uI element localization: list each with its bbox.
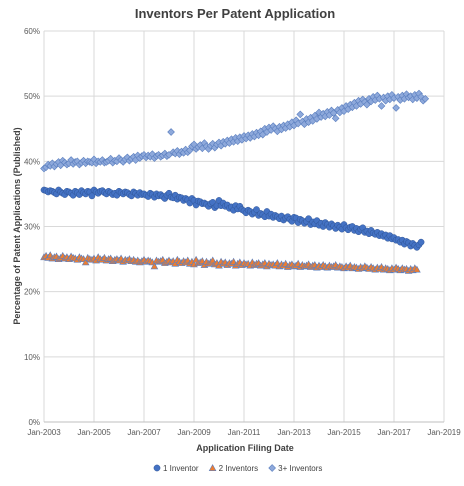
y-tick-label: 0% (28, 418, 40, 427)
data-point (329, 109, 338, 117)
x-tick-label: Jan-2019 (427, 428, 461, 437)
legend-marker (153, 464, 161, 472)
x-tick-label: Jan-2003 (27, 428, 61, 437)
legend-marker (268, 464, 276, 472)
x-axis-title: Application Filing Date (196, 443, 294, 453)
data-point (421, 94, 430, 103)
legend-item: 2 Inventors (208, 464, 259, 473)
data-point (88, 192, 96, 200)
y-tick-label: 40% (24, 157, 40, 166)
legend-marker (208, 464, 217, 471)
legend-item: 3+ Inventors (268, 464, 322, 473)
x-tick-label: Jan-2011 (228, 428, 261, 437)
data-point (167, 128, 175, 136)
y-tick-label: 30% (24, 223, 40, 232)
y-tick-label: 60% (24, 27, 40, 36)
y-axis-title: Percentage of Patent Applications (Publi… (12, 127, 22, 324)
legend-label: 2 Inventors (219, 464, 259, 473)
x-tick-label: Jan-2013 (277, 428, 311, 437)
series-1-inventor (40, 186, 425, 251)
data-point (363, 100, 371, 109)
x-tick-label: Jan-2009 (177, 428, 211, 437)
y-tick-label: 50% (24, 92, 40, 101)
x-tick-label: Jan-2005 (77, 428, 111, 437)
x-tick-label: Jan-2017 (377, 428, 411, 437)
data-point (150, 262, 159, 270)
series-2-inventors (40, 251, 421, 274)
x-tick-label: Jan-2015 (327, 428, 361, 437)
series-3-inventors (40, 89, 430, 173)
legend-label: 3+ Inventors (278, 464, 322, 473)
data-point (377, 102, 386, 110)
tick-labels: 0% 10% 20% 30% 40% 50% 60% Jan-2003 Jan-2005 Jan-… (24, 27, 461, 437)
data-point (392, 104, 400, 112)
data-point (413, 265, 421, 273)
y-tick-label: 10% (24, 353, 40, 362)
legend: 1 Inventor 2 Inventors 3+ Inventors (153, 464, 322, 473)
grid (43, 30, 445, 423)
chart-title: Inventors Per Patent Application (135, 6, 335, 21)
data-point (296, 110, 305, 119)
x-tick-label: Jan-2007 (127, 428, 161, 437)
legend-label: 1 Inventor (163, 464, 199, 473)
data-point (331, 114, 340, 123)
legend-item: 1 Inventor (153, 464, 199, 473)
data-point (253, 206, 260, 213)
series-layer (40, 89, 430, 274)
y-tick-label: 20% (24, 288, 40, 297)
data-point (417, 238, 425, 246)
